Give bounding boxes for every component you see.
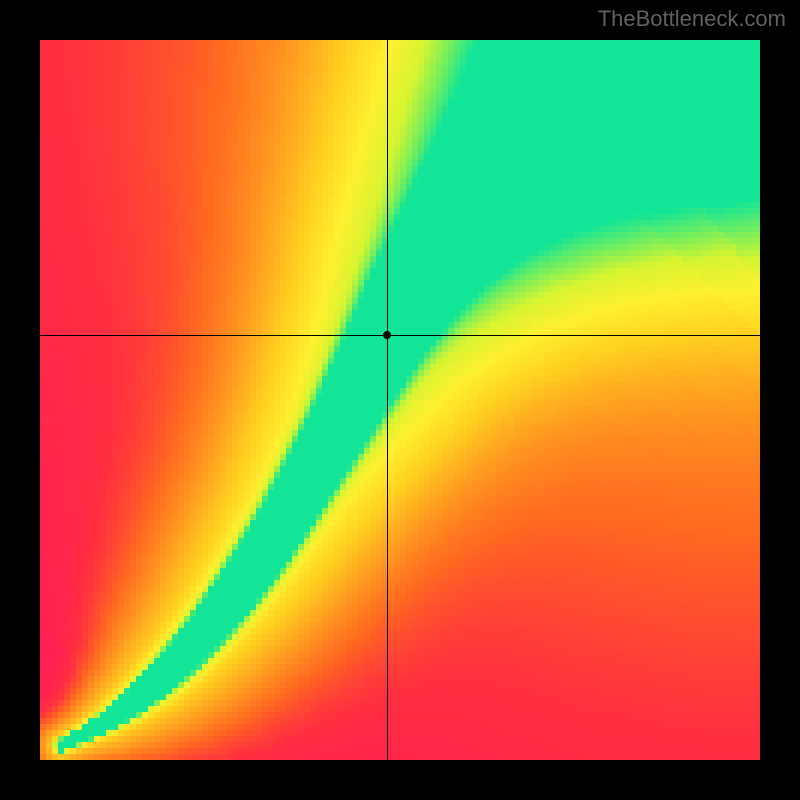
attribution-text: TheBottleneck.com — [598, 6, 786, 32]
heatmap-plot — [40, 40, 760, 760]
heatmap-canvas — [40, 40, 760, 760]
chart-outer: TheBottleneck.com — [0, 0, 800, 800]
